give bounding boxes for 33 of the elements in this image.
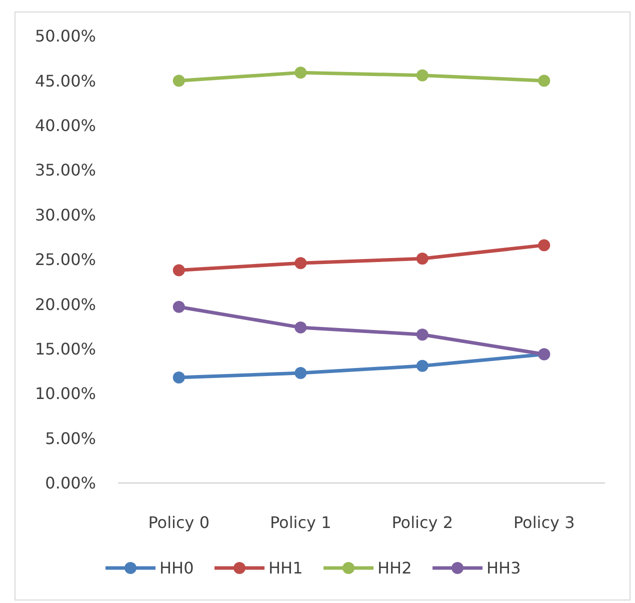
y-tick-label: 10.00% [34, 384, 96, 404]
y-tick-label: 45.00% [34, 71, 96, 90]
point [294, 66, 307, 79]
x-tick-label: Policy 3 [513, 513, 575, 532]
x-tick-label: Policy 2 [392, 513, 454, 532]
y-tick-label: 40.00% [34, 116, 96, 135]
point [294, 367, 307, 380]
point [172, 264, 185, 276]
y-tick-label: 0.00% [45, 474, 96, 493]
x-tick-label: Policy 1 [270, 513, 332, 532]
legend-label: HH3 [486, 558, 521, 578]
y-tick-label: 35.00% [34, 160, 96, 180]
point [294, 321, 307, 334]
point [416, 328, 428, 341]
point [416, 360, 428, 372]
point [172, 300, 185, 313]
point [416, 69, 428, 82]
point [294, 257, 307, 270]
legend-label: HH0 [160, 558, 194, 578]
point [172, 372, 185, 384]
point [172, 74, 185, 87]
legend-label: HH1 [268, 558, 303, 578]
y-tick-label: 30.00% [34, 205, 96, 224]
point [416, 252, 428, 265]
y-tick-label: 15.00% [34, 340, 96, 358]
y-tick-label: 50.00% [34, 26, 96, 46]
y-tick-label: 25.00% [34, 250, 96, 270]
y-tick-label: 5.00% [45, 428, 96, 448]
x-tick-label: Policy 0 [148, 513, 210, 532]
point [538, 239, 550, 252]
y-tick-label: 20.00% [34, 294, 96, 314]
point [538, 74, 550, 87]
legend-label: HH2 [378, 558, 412, 578]
